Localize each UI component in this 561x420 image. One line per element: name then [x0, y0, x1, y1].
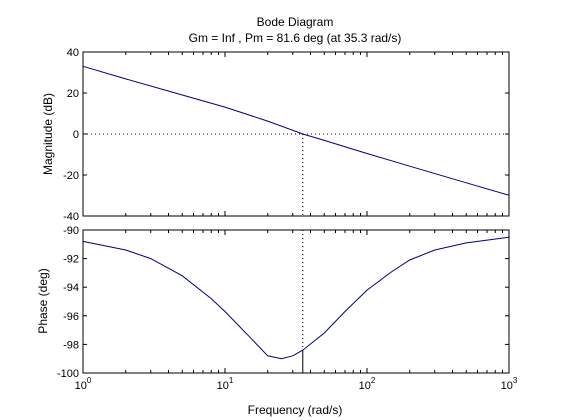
chart-subtitle: Gm = Inf , Pm = 81.6 deg (at 35.3 rad/s) [189, 31, 402, 45]
y-tick-label: -90 [63, 225, 79, 237]
y-tick-label: -100 [57, 368, 79, 380]
x-tick-label: 103 [501, 376, 518, 392]
phase-plot-area [82, 229, 510, 374]
y-tick-label: -94 [63, 282, 79, 294]
y-tick-label: -20 [63, 170, 79, 182]
y-tick-label: -96 [63, 311, 79, 323]
phase-axes: -90 -92 -94 -96 -98 -100 100 101 102 103 [57, 225, 518, 392]
y-tick-label: -40 [63, 211, 79, 223]
y-tick-label: 0 [73, 129, 79, 141]
phase-x-ticks: 100 101 102 103 [75, 230, 518, 392]
y-tick-label: 40 [67, 47, 79, 59]
magnitude-y-axis-label: Magnitude (dB) [41, 93, 55, 175]
magnitude-series-line [82, 65, 510, 196]
magnitude-x-ticks [82, 52, 510, 216]
magnitude-y-ticks: 40 20 0 -20 -40 [63, 47, 509, 223]
y-tick-label: -98 [63, 339, 79, 351]
phase-series-line [82, 236, 510, 360]
y-tick-label: -92 [63, 254, 79, 266]
x-tick-label: 102 [359, 376, 376, 392]
y-tick-label: 20 [67, 88, 79, 100]
x-axis-label: Frequency (rad/s) [248, 403, 343, 417]
phase-y-ticks: -90 -92 -94 -96 -98 -100 [57, 225, 509, 380]
chart-title: Bode Diagram [257, 15, 334, 29]
phase-y-axis-label: Phase (deg) [36, 268, 50, 333]
magnitude-axes: 40 20 0 -20 -40 [63, 47, 510, 223]
x-tick-label: 101 [217, 376, 234, 392]
x-tick-label: 100 [75, 376, 92, 392]
